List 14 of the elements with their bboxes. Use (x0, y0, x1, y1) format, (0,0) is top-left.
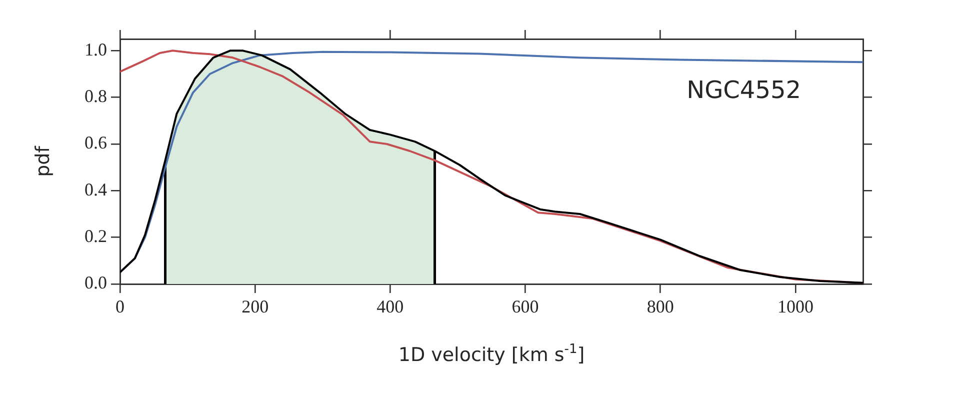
x-tick-label: 0 (116, 296, 124, 317)
x-tick-label: 1000 (777, 296, 814, 317)
y-tick-label: 1.0 (84, 39, 107, 60)
annotation: NGC4552 (686, 76, 801, 104)
y-tick-label: 0.2 (84, 226, 107, 246)
x-tick-label: 200 (242, 296, 269, 317)
y-axis-title: pdf (32, 144, 54, 177)
x-tick-label: 600 (512, 296, 539, 317)
y-tick-label: 0.6 (84, 132, 107, 153)
y-tick-label: 0.4 (84, 179, 107, 200)
y-tick-label: 0.8 (84, 86, 107, 106)
x-tick-label: 400 (376, 296, 404, 317)
y-tick-label: 0.0 (84, 272, 107, 293)
x-tick-label: 800 (646, 296, 674, 317)
